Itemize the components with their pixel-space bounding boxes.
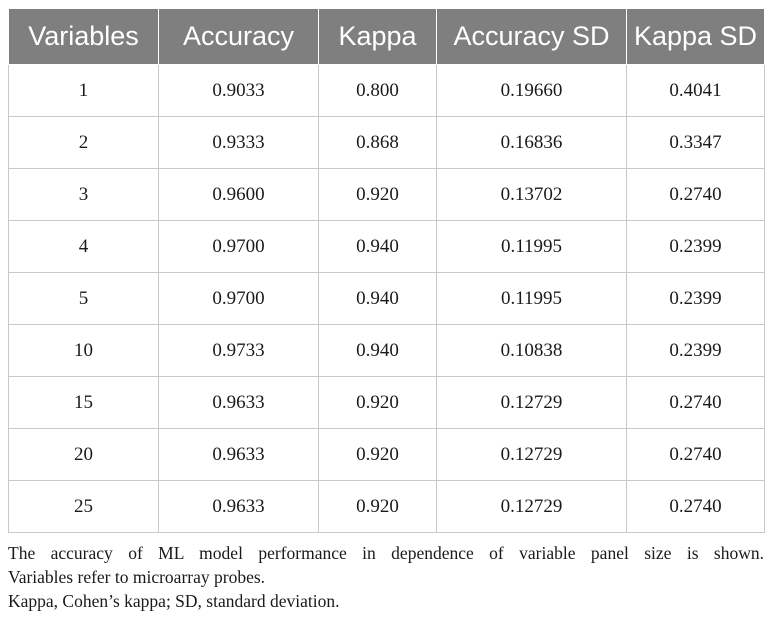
cell-variables: 25 [8, 480, 159, 533]
cell-kappa: 0.920 [318, 168, 437, 221]
caption-line-1: The accuracy of ML model performance in … [8, 543, 764, 563]
table-body: 1 0.9033 0.800 0.19660 0.4041 2 0.9333 0.868 0.1… [8, 64, 765, 533]
cell-accuracy-sd: 0.11995 [436, 272, 627, 325]
cell-accuracy: 0.9633 [158, 376, 319, 429]
cell-kappa-sd: 0.2740 [626, 376, 765, 429]
table-header: Variables Accuracy Kappa Accuracy SD Kap… [8, 8, 765, 65]
cell-accuracy-sd: 0.12729 [436, 480, 627, 533]
header-row: Variables Accuracy Kappa Accuracy SD Kap… [8, 8, 765, 65]
cell-kappa-sd: 0.4041 [626, 64, 765, 117]
table-row: 3 0.9600 0.920 0.13702 0.2740 [8, 168, 765, 221]
cell-variables: 3 [8, 168, 159, 221]
table-row: 4 0.9700 0.940 0.11995 0.2399 [8, 220, 765, 273]
cell-kappa-sd: 0.2399 [626, 272, 765, 325]
cell-accuracy: 0.9033 [158, 64, 319, 117]
cell-variables: 15 [8, 376, 159, 429]
cell-variables: 10 [8, 324, 159, 377]
cell-variables: 20 [8, 428, 159, 481]
cell-kappa: 0.940 [318, 324, 437, 377]
cell-accuracy-sd: 0.10838 [436, 324, 627, 377]
cell-accuracy: 0.9600 [158, 168, 319, 221]
cell-kappa: 0.920 [318, 376, 437, 429]
cell-accuracy: 0.9633 [158, 428, 319, 481]
cell-accuracy-sd: 0.12729 [436, 376, 627, 429]
cell-kappa: 0.920 [318, 428, 437, 481]
caption-line-2: Variables refer to microarray probes. [8, 567, 266, 587]
cell-variables: 2 [8, 116, 159, 169]
cell-kappa-sd: 0.2740 [626, 480, 765, 533]
cell-kappa-sd: 0.2740 [626, 428, 765, 481]
cell-kappa: 0.868 [318, 116, 437, 169]
cell-accuracy: 0.9700 [158, 272, 319, 325]
cell-kappa: 0.940 [318, 272, 437, 325]
table-footnotes: The accuracy of ML model performance in … [8, 541, 764, 613]
cell-kappa-sd: 0.2399 [626, 220, 765, 273]
results-table-container: Variables Accuracy Kappa Accuracy SD Kap… [8, 8, 765, 533]
header-kappa-sd: Kappa SD [626, 8, 765, 65]
table-row: 15 0.9633 0.920 0.12729 0.2740 [8, 376, 765, 429]
table-row: 10 0.9733 0.940 0.10838 0.2399 [8, 324, 765, 377]
cell-accuracy: 0.9333 [158, 116, 319, 169]
cell-variables: 4 [8, 220, 159, 273]
table-row: 2 0.9333 0.868 0.16836 0.3347 [8, 116, 765, 169]
cell-accuracy-sd: 0.19660 [436, 64, 627, 117]
cell-kappa: 0.920 [318, 480, 437, 533]
cell-accuracy: 0.9633 [158, 480, 319, 533]
cell-variables: 5 [8, 272, 159, 325]
cell-kappa: 0.800 [318, 64, 437, 117]
cell-accuracy-sd: 0.12729 [436, 428, 627, 481]
cell-kappa-sd: 0.3347 [626, 116, 765, 169]
header-variables: Variables [8, 8, 159, 65]
cell-accuracy: 0.9700 [158, 220, 319, 273]
header-kappa: Kappa [318, 8, 437, 65]
results-table: Variables Accuracy Kappa Accuracy SD Kap… [8, 8, 765, 533]
cell-accuracy-sd: 0.16836 [436, 116, 627, 169]
cell-accuracy: 0.9733 [158, 324, 319, 377]
cell-kappa-sd: 0.2740 [626, 168, 765, 221]
abbreviations-note: Kappa, Cohen’s kappa; SD, standard devia… [8, 591, 340, 611]
header-accuracy: Accuracy [158, 8, 319, 65]
table-row: 25 0.9633 0.920 0.12729 0.2740 [8, 480, 765, 533]
table-row: 5 0.9700 0.940 0.11995 0.2399 [8, 272, 765, 325]
cell-variables: 1 [8, 64, 159, 117]
cell-kappa-sd: 0.2399 [626, 324, 765, 377]
table-row: 20 0.9633 0.920 0.12729 0.2740 [8, 428, 765, 481]
cell-accuracy-sd: 0.13702 [436, 168, 627, 221]
cell-kappa: 0.940 [318, 220, 437, 273]
table-row: 1 0.9033 0.800 0.19660 0.4041 [8, 64, 765, 117]
header-accuracy-sd: Accuracy SD [436, 8, 627, 65]
cell-accuracy-sd: 0.11995 [436, 220, 627, 273]
